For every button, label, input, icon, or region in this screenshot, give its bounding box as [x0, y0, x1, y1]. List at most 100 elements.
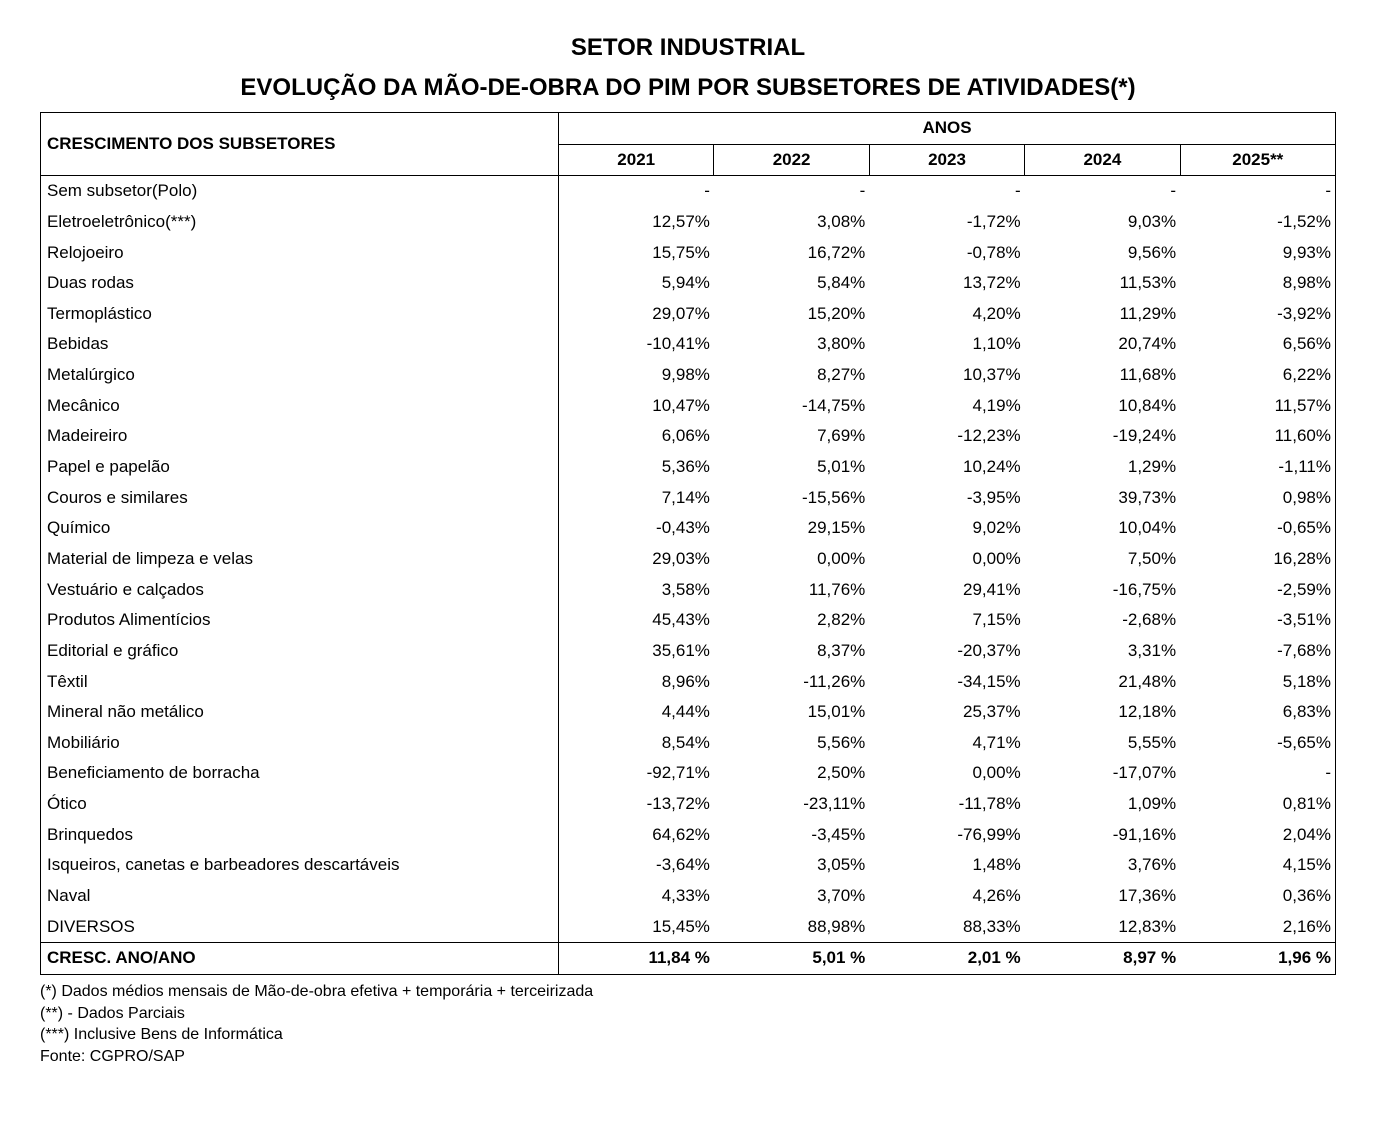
- row-label: Couros e similares: [41, 483, 559, 514]
- cell-value: 12,57%: [559, 207, 714, 238]
- row-label: Bebidas: [41, 329, 559, 360]
- row-label: Duas rodas: [41, 268, 559, 299]
- cell-value: 1,48%: [869, 850, 1024, 881]
- row-label: Editorial e gráfico: [41, 636, 559, 667]
- cell-value: 11,57%: [1180, 391, 1335, 422]
- cell-value: 25,37%: [869, 697, 1024, 728]
- cell-value: -3,64%: [559, 850, 714, 881]
- summary-label: CRESC. ANO/ANO: [41, 943, 559, 975]
- cell-value: 9,03%: [1025, 207, 1180, 238]
- cell-value: 2,50%: [714, 758, 869, 789]
- cell-value: -13,72%: [559, 789, 714, 820]
- cell-value: 13,72%: [869, 268, 1024, 299]
- data-table: CRESCIMENTO DOS SUBSETORES ANOS 20212022…: [40, 112, 1336, 975]
- table-row: Material de limpeza e velas29,03%0,00%0,…: [41, 544, 1336, 575]
- cell-value: -2,59%: [1180, 575, 1335, 606]
- header-year: 2025**: [1180, 144, 1335, 176]
- header-year: 2023: [869, 144, 1024, 176]
- cell-value: 0,00%: [869, 758, 1024, 789]
- cell-value: -: [714, 176, 869, 207]
- cell-value: 15,20%: [714, 299, 869, 330]
- table-row: Mineral não metálico4,44%15,01%25,37%12,…: [41, 697, 1336, 728]
- summary-value: 2,01 %: [869, 943, 1024, 975]
- table-row: Bebidas-10,41%3,80%1,10%20,74%6,56%: [41, 329, 1336, 360]
- cell-value: 3,08%: [714, 207, 869, 238]
- cell-value: 15,75%: [559, 238, 714, 269]
- table-row: Relojoeiro15,75%16,72%-0,78%9,56%9,93%: [41, 238, 1336, 269]
- table-row: Mecânico10,47%-14,75%4,19%10,84%11,57%: [41, 391, 1336, 422]
- cell-value: 17,36%: [1025, 881, 1180, 912]
- table-row: Vestuário e calçados3,58%11,76%29,41%-16…: [41, 575, 1336, 606]
- cell-value: 29,41%: [869, 575, 1024, 606]
- cell-value: 0,81%: [1180, 789, 1335, 820]
- cell-value: -1,11%: [1180, 452, 1335, 483]
- summary-row: CRESC. ANO/ANO11,84 %5,01 %2,01 %8,97 %1…: [41, 943, 1336, 975]
- cell-value: 2,04%: [1180, 820, 1335, 851]
- row-label: Têxtil: [41, 667, 559, 698]
- cell-value: 3,70%: [714, 881, 869, 912]
- cell-value: 3,80%: [714, 329, 869, 360]
- page-title-2: EVOLUÇÃO DA MÃO-DE-OBRA DO PIM POR SUBSE…: [40, 74, 1336, 102]
- cell-value: 3,76%: [1025, 850, 1180, 881]
- cell-value: -5,65%: [1180, 728, 1335, 759]
- cell-value: 12,18%: [1025, 697, 1180, 728]
- cell-value: -17,07%: [1025, 758, 1180, 789]
- cell-value: 7,50%: [1025, 544, 1180, 575]
- header-year: 2022: [714, 144, 869, 176]
- cell-value: 5,18%: [1180, 667, 1335, 698]
- cell-value: 7,14%: [559, 483, 714, 514]
- row-label: Produtos Alimentícios: [41, 605, 559, 636]
- cell-value: 16,28%: [1180, 544, 1335, 575]
- row-label: Mineral não metálico: [41, 697, 559, 728]
- summary-value: 1,96 %: [1180, 943, 1335, 975]
- cell-value: 10,37%: [869, 360, 1024, 391]
- cell-value: -3,45%: [714, 820, 869, 851]
- row-label: DIVERSOS: [41, 912, 559, 943]
- cell-value: 0,00%: [869, 544, 1024, 575]
- cell-value: 0,00%: [714, 544, 869, 575]
- cell-value: 1,29%: [1025, 452, 1180, 483]
- cell-value: 29,15%: [714, 513, 869, 544]
- cell-value: 15,45%: [559, 912, 714, 943]
- table-row: Produtos Alimentícios45,43%2,82%7,15%-2,…: [41, 605, 1336, 636]
- table-row: Químico-0,43%29,15%9,02%10,04%-0,65%: [41, 513, 1336, 544]
- cell-value: 4,15%: [1180, 850, 1335, 881]
- cell-value: 1,10%: [869, 329, 1024, 360]
- header-year: 2024: [1025, 144, 1180, 176]
- cell-value: 10,47%: [559, 391, 714, 422]
- cell-value: 9,02%: [869, 513, 1024, 544]
- cell-value: -20,37%: [869, 636, 1024, 667]
- table-row: Couros e similares7,14%-15,56%-3,95%39,7…: [41, 483, 1336, 514]
- cell-value: -12,23%: [869, 421, 1024, 452]
- row-label: Sem subsetor(Polo): [41, 176, 559, 207]
- cell-value: 29,07%: [559, 299, 714, 330]
- row-label: Isqueiros, canetas e barbeadores descart…: [41, 850, 559, 881]
- cell-value: -14,75%: [714, 391, 869, 422]
- table-row: Madeireiro6,06%7,69%-12,23%-19,24%11,60%: [41, 421, 1336, 452]
- cell-value: 1,09%: [1025, 789, 1180, 820]
- footnote-line: (*) Dados médios mensais de Mão-de-obra …: [40, 981, 1336, 1003]
- cell-value: -76,99%: [869, 820, 1024, 851]
- cell-value: 11,29%: [1025, 299, 1180, 330]
- cell-value: 11,76%: [714, 575, 869, 606]
- row-label: Naval: [41, 881, 559, 912]
- cell-value: -3,51%: [1180, 605, 1335, 636]
- header-group-label: ANOS: [559, 113, 1336, 145]
- table-row: DIVERSOS15,45%88,98%88,33%12,83%2,16%: [41, 912, 1336, 943]
- cell-value: 10,24%: [869, 452, 1024, 483]
- cell-value: 6,22%: [1180, 360, 1335, 391]
- row-label: Eletroeletrônico(***): [41, 207, 559, 238]
- cell-value: 64,62%: [559, 820, 714, 851]
- footnote-line: Fonte: CGPRO/SAP: [40, 1046, 1336, 1068]
- cell-value: 16,72%: [714, 238, 869, 269]
- cell-value: 11,68%: [1025, 360, 1180, 391]
- cell-value: 5,94%: [559, 268, 714, 299]
- cell-value: 15,01%: [714, 697, 869, 728]
- row-label: Relojoeiro: [41, 238, 559, 269]
- cell-value: 3,05%: [714, 850, 869, 881]
- footnotes: (*) Dados médios mensais de Mão-de-obra …: [40, 981, 1336, 1067]
- table-row: Têxtil8,96%-11,26%-34,15%21,48%5,18%: [41, 667, 1336, 698]
- footnote-line: (***) Inclusive Bens de Informática: [40, 1024, 1336, 1046]
- row-label: Químico: [41, 513, 559, 544]
- cell-value: -19,24%: [1025, 421, 1180, 452]
